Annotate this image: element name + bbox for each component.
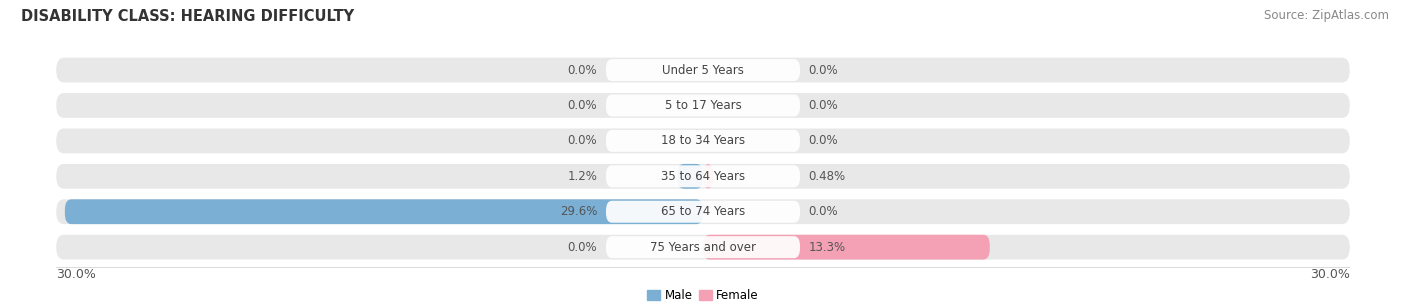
Text: 1.2%: 1.2% [568,170,598,183]
Text: Source: ZipAtlas.com: Source: ZipAtlas.com [1264,9,1389,22]
FancyBboxPatch shape [606,130,800,152]
Text: 0.0%: 0.0% [808,205,838,218]
Text: Under 5 Years: Under 5 Years [662,63,744,77]
Text: 65 to 74 Years: 65 to 74 Years [661,205,745,218]
FancyBboxPatch shape [606,201,800,223]
Text: 29.6%: 29.6% [560,205,598,218]
Text: 35 to 64 Years: 35 to 64 Years [661,170,745,183]
Text: DISABILITY CLASS: HEARING DIFFICULTY: DISABILITY CLASS: HEARING DIFFICULTY [21,9,354,24]
Text: 0.48%: 0.48% [808,170,846,183]
Text: 0.0%: 0.0% [808,99,838,112]
Text: 0.0%: 0.0% [568,241,598,254]
Text: 0.0%: 0.0% [568,135,598,147]
Text: 5 to 17 Years: 5 to 17 Years [665,99,741,112]
FancyBboxPatch shape [703,235,990,260]
FancyBboxPatch shape [606,95,800,117]
FancyBboxPatch shape [56,128,1350,153]
FancyBboxPatch shape [606,236,800,258]
FancyBboxPatch shape [56,58,1350,82]
FancyBboxPatch shape [56,164,1350,189]
FancyBboxPatch shape [56,93,1350,118]
Text: 75 Years and over: 75 Years and over [650,241,756,254]
FancyBboxPatch shape [56,235,1350,260]
FancyBboxPatch shape [606,59,800,81]
Text: 18 to 34 Years: 18 to 34 Years [661,135,745,147]
FancyBboxPatch shape [65,199,703,224]
FancyBboxPatch shape [678,164,703,189]
Text: 0.0%: 0.0% [568,99,598,112]
FancyBboxPatch shape [56,199,1350,224]
Text: 30.0%: 30.0% [56,268,96,281]
Text: 0.0%: 0.0% [808,63,838,77]
Text: 0.0%: 0.0% [808,135,838,147]
FancyBboxPatch shape [606,165,800,187]
Text: 13.3%: 13.3% [808,241,846,254]
FancyBboxPatch shape [703,164,713,189]
Text: 30.0%: 30.0% [1310,268,1350,281]
Legend: Male, Female: Male, Female [643,284,763,305]
Text: 0.0%: 0.0% [568,63,598,77]
